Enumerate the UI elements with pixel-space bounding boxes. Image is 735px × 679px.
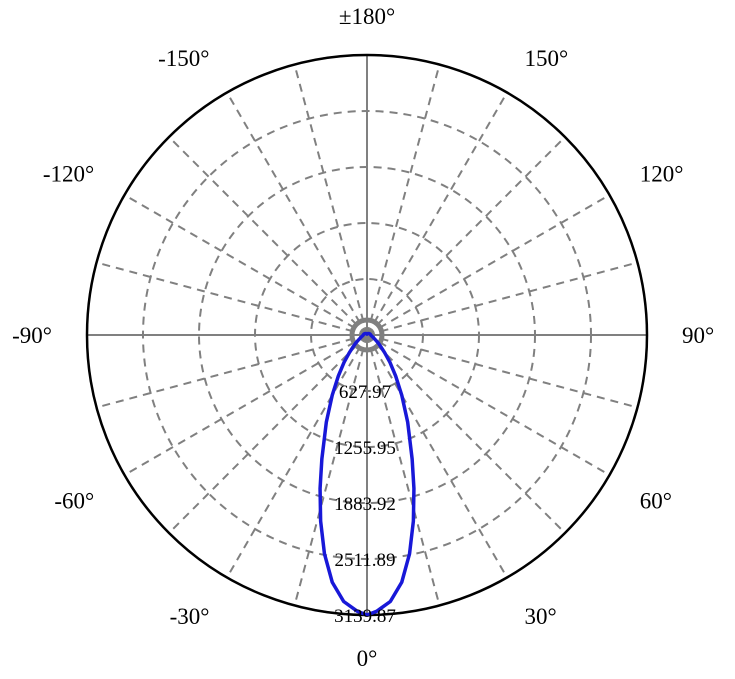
angle-tick-label: 60° <box>640 489 672 514</box>
angle-tick-label: 90° <box>682 323 714 348</box>
angle-tick-label: 120° <box>640 162 684 187</box>
angle-tick-label: -150° <box>158 46 209 71</box>
angle-tick-label: -60° <box>54 489 94 514</box>
angle-tick-label: -90° <box>12 323 52 348</box>
grid-spoke <box>227 93 367 335</box>
angle-tick-label: -30° <box>170 604 210 629</box>
grid-spoke <box>367 335 637 407</box>
grid-spoke <box>367 335 565 533</box>
radial-tick-label: 1883.92 <box>334 494 396 515</box>
grid-spoke <box>125 195 367 335</box>
grid-spoke <box>367 263 637 335</box>
grid-spoke <box>367 137 565 335</box>
grid-spoke <box>97 263 367 335</box>
radial-tick-label: 3139.87 <box>334 606 396 627</box>
radial-tick-label: 1255.95 <box>334 438 396 459</box>
grid-spoke <box>295 65 367 335</box>
grid-spoke <box>367 93 507 335</box>
grid-spoke <box>367 195 609 335</box>
grid-spoke <box>97 335 367 407</box>
angle-tick-label: ±180° <box>339 4 395 29</box>
polar-chart: 627.97 1255.95 1883.92 2511.89 3139.87 ±180° 1… <box>0 0 735 679</box>
angle-tick-label: -120° <box>43 162 94 187</box>
grid-spoke <box>367 65 439 335</box>
radial-tick-label: 627.97 <box>339 382 391 403</box>
angle-tick-label: 150° <box>525 46 569 71</box>
radial-tick-label: 2511.89 <box>334 550 395 571</box>
angle-tick-label: 0° <box>357 646 378 671</box>
angle-tick-label: 30° <box>525 604 557 629</box>
grid-spoke <box>169 137 367 335</box>
